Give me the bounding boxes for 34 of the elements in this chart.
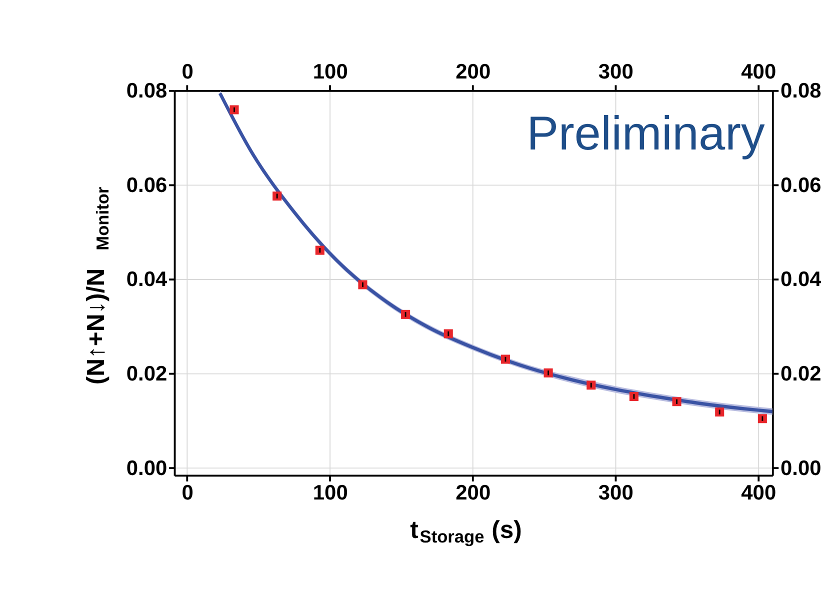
- x-tick-label: 400: [741, 482, 776, 505]
- y2-tick-label: 0.00: [780, 456, 821, 480]
- point: [672, 397, 682, 406]
- point: [401, 310, 410, 319]
- y-axis-title: (N↑+N↓)/NMonitor: [82, 186, 112, 385]
- x-tick-label: 100: [312, 482, 348, 505]
- x2-tick-label: 100: [312, 60, 348, 84]
- y2-tick-label: 0.08: [780, 80, 821, 103]
- point: [715, 408, 724, 417]
- x-tick-label: 0: [182, 482, 194, 505]
- y-tick-label: 0.00: [126, 456, 168, 480]
- x2-tick-label: 0: [182, 60, 194, 84]
- point: [544, 368, 553, 378]
- point: [315, 246, 324, 255]
- x2-tick-label: 400: [741, 60, 776, 84]
- y-tick-label: 0.06: [126, 174, 168, 197]
- annotation: Preliminary: [526, 107, 765, 160]
- y2-tick-label: 0.06: [780, 174, 821, 197]
- point: [586, 380, 596, 390]
- x-tick-label: 300: [598, 482, 634, 505]
- x2-tick-label: 200: [456, 60, 491, 84]
- y-tick-label: 0.04: [126, 268, 168, 292]
- y2-tick-label: 0.04: [780, 268, 821, 292]
- point: [358, 280, 368, 290]
- point: [500, 354, 510, 364]
- point: [444, 329, 453, 338]
- point: [230, 105, 239, 114]
- point: [758, 414, 767, 424]
- y-tick-label: 0.02: [126, 362, 168, 386]
- x2-tick-label: 300: [598, 60, 634, 84]
- y-tick-label: 0.08: [126, 80, 168, 103]
- point: [272, 192, 282, 201]
- x-tick-label: 200: [456, 482, 491, 505]
- y2-tick-label: 0.02: [780, 362, 821, 386]
